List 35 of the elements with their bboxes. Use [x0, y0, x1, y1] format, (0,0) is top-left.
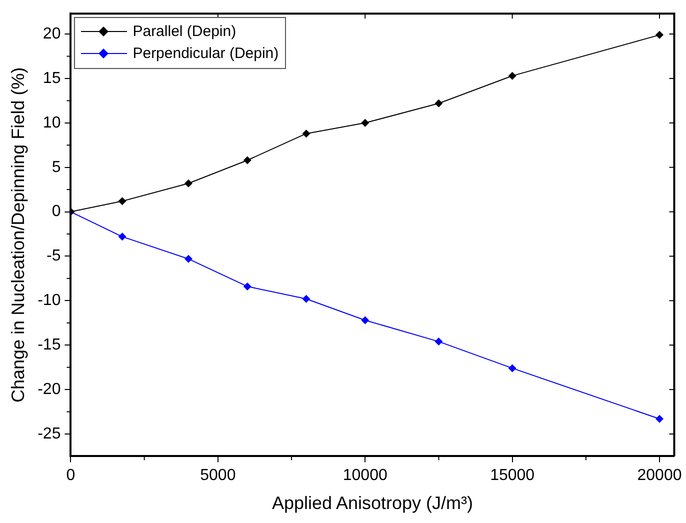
y-tick-label: -20 [38, 380, 61, 398]
x-tick-label: 20000 [637, 467, 682, 484]
y-tick-label: 15 [42, 70, 61, 87]
point [508, 72, 516, 80]
x-tick-label: 10000 [342, 467, 388, 484]
x-tick-label: 0 [66, 467, 76, 484]
legend-label: Perpendicular (Depin) [132, 45, 279, 62]
y-tick-label: -5 [46, 248, 61, 265]
x-axis-title: Applied Anisotropy (J/m³) [272, 493, 474, 514]
point [361, 118, 370, 127]
y-tick-label: 5 [52, 158, 61, 176]
y-axis-title: Change in Nucleation/Depinning Field (%) [8, 67, 28, 402]
point [243, 282, 252, 290]
y-tick-label: 10 [42, 114, 61, 132]
point [656, 30, 664, 39]
point [434, 99, 443, 108]
point [508, 364, 516, 372]
point [302, 130, 310, 138]
point [243, 156, 252, 164]
point [184, 179, 192, 188]
x-tick-label: 5000 [200, 467, 236, 484]
point [656, 414, 664, 423]
y-tick-label: -10 [38, 292, 61, 310]
point [118, 197, 126, 206]
legend-label: Parallel (Depin) [132, 23, 236, 40]
y-tick-label: 20 [42, 25, 61, 42]
point [434, 338, 443, 346]
point [184, 254, 192, 263]
y-tick-label: -15 [38, 336, 61, 354]
x-tick-label: 15000 [490, 467, 535, 484]
y-tick-label: 0 [52, 203, 61, 220]
point [302, 294, 310, 303]
y-tick-label: -25 [38, 425, 61, 442]
point [118, 232, 126, 241]
point [361, 316, 370, 324]
